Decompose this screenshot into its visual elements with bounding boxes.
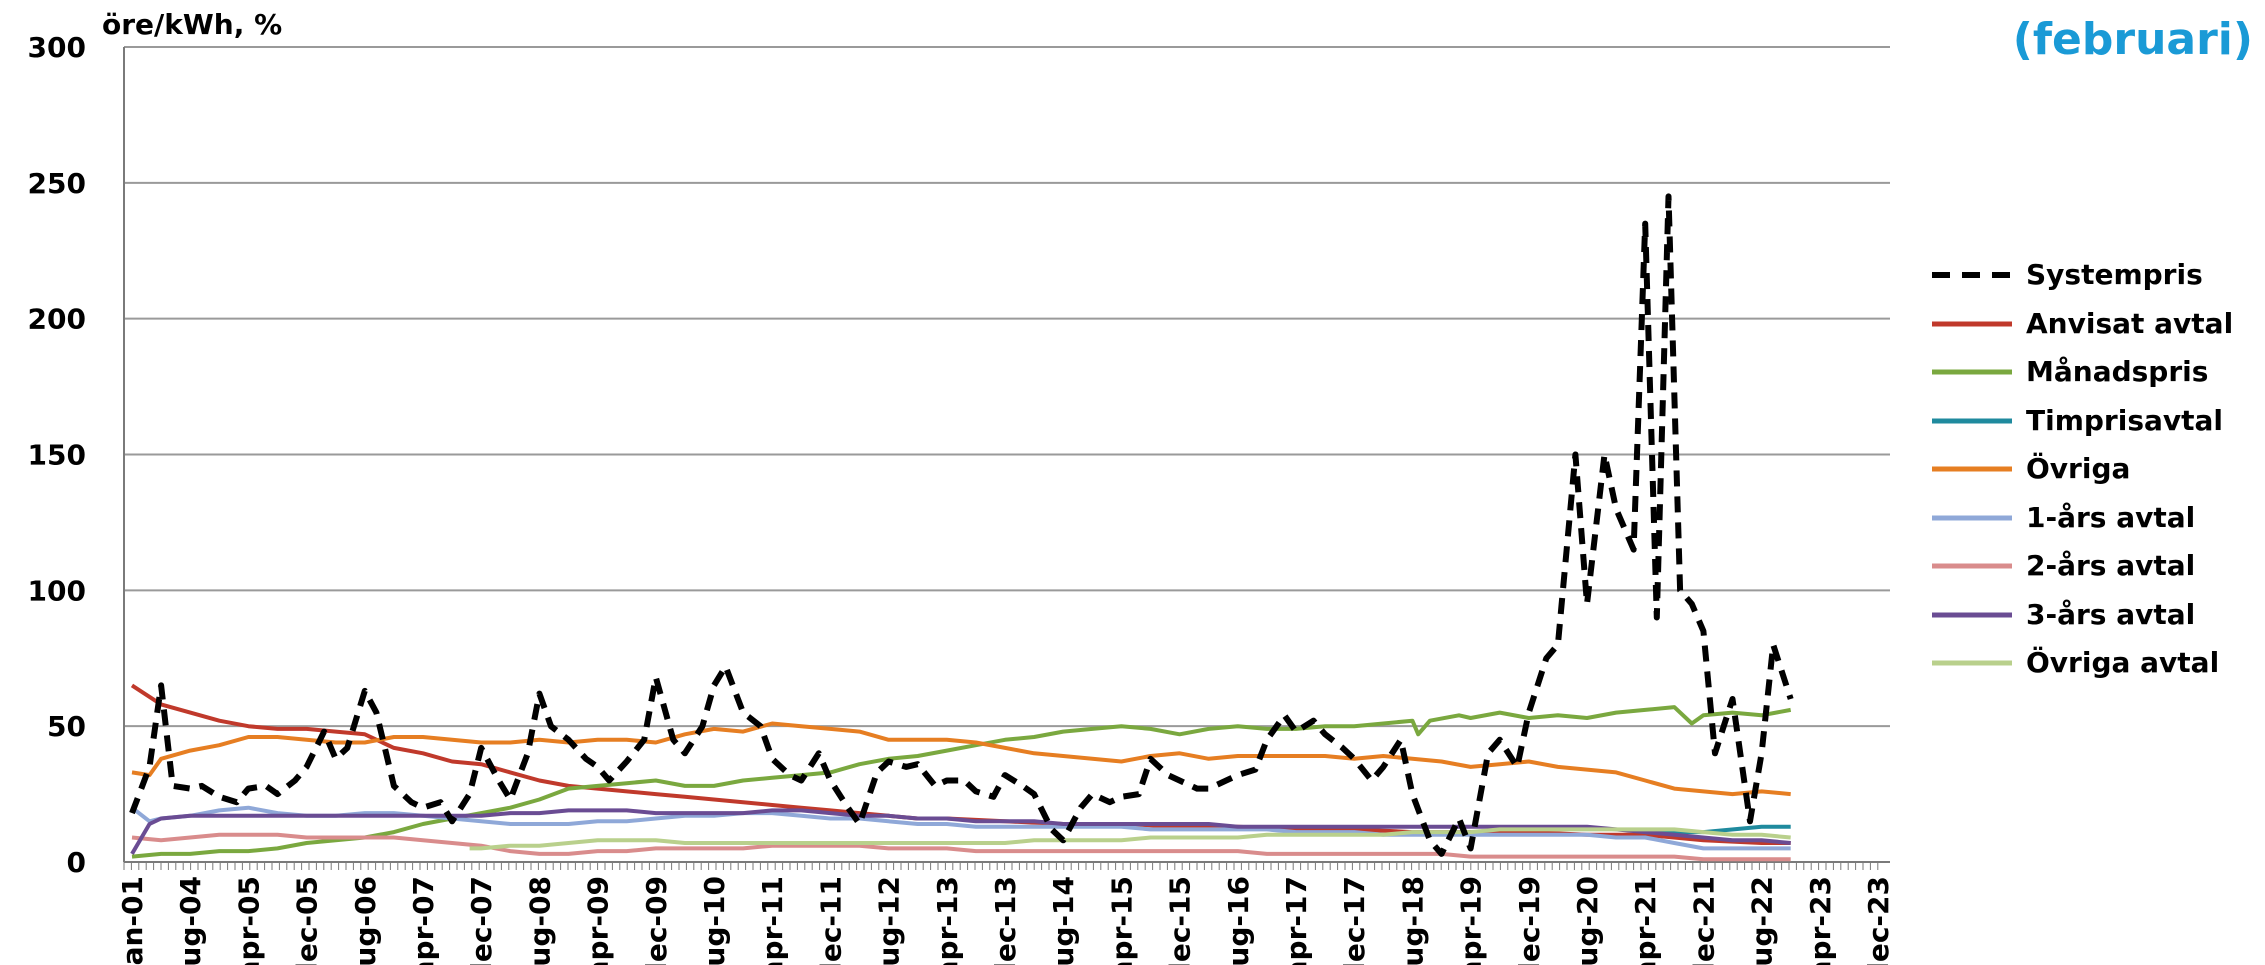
x-tick-label: apr-09 bbox=[582, 876, 615, 965]
x-tick-label: apr-21 bbox=[1629, 876, 1662, 965]
x-tick-label: apr-11 bbox=[756, 876, 789, 965]
legend-label: Systempris bbox=[2026, 258, 2203, 291]
x-tick-label: dec-19 bbox=[1513, 876, 1546, 965]
legend-swatch bbox=[1932, 369, 2012, 375]
legend-swatch bbox=[1932, 466, 2012, 472]
legend-swatch bbox=[1932, 418, 2012, 423]
unit-label: öre/kWh, % bbox=[102, 8, 283, 41]
legend-item: 1-års avtal bbox=[1930, 498, 2260, 538]
x-tick-label: dec-15 bbox=[1164, 876, 1197, 965]
series-line-övriga-avtal bbox=[469, 827, 1791, 851]
legend-label: Övriga avtal bbox=[2026, 646, 2220, 679]
y-tick-label: 50 bbox=[47, 710, 86, 743]
series-line-2-års-avtal bbox=[131, 832, 1791, 862]
y-tick-label: 300 bbox=[28, 31, 86, 64]
series-line-månadspris bbox=[131, 705, 1792, 859]
legend-swatch bbox=[1932, 321, 2012, 326]
x-tick-label: dec-23 bbox=[1862, 876, 1895, 965]
legend-item: Systempris bbox=[1930, 255, 2260, 295]
grid-lines bbox=[124, 46, 1890, 728]
x-tick-label: dec-09 bbox=[640, 876, 673, 965]
x-tick-label: dec-17 bbox=[1338, 876, 1371, 965]
legend-label: Månadspris bbox=[2026, 355, 2209, 388]
x-tick-label: dec-21 bbox=[1687, 876, 1720, 965]
x-tick-label: aug-18 bbox=[1396, 876, 1429, 965]
y-tick-label: 250 bbox=[28, 167, 86, 200]
y-tick-label: 100 bbox=[28, 574, 86, 607]
legend-label: 3-års avtal bbox=[2026, 597, 2196, 631]
legend-swatch bbox=[1932, 272, 2012, 278]
y-tick-label: 150 bbox=[28, 439, 86, 472]
x-tick-label: apr-07 bbox=[407, 876, 440, 965]
x-tick-label: jan-01 bbox=[116, 876, 149, 965]
legend-swatch bbox=[1932, 515, 2012, 520]
x-tick-label: aug-20 bbox=[1571, 876, 1604, 965]
series-line-1-års-avtal bbox=[130, 805, 1791, 851]
legend-item: Övriga bbox=[1930, 449, 2260, 489]
x-tick-label: apr-23 bbox=[1804, 876, 1837, 965]
x-tick-label: apr-13 bbox=[931, 876, 964, 965]
x-tick-label: dec-07 bbox=[465, 876, 498, 965]
y-tick-label: 0 bbox=[67, 846, 86, 879]
series-line-3-års-avtal bbox=[130, 808, 1791, 855]
legend-swatch bbox=[1932, 563, 2012, 569]
x-tick-label: dec-11 bbox=[814, 876, 847, 965]
x-tick-label: apr-15 bbox=[1105, 876, 1138, 965]
legend-swatch bbox=[1932, 612, 2012, 617]
legend-item: 2-års avtal bbox=[1930, 546, 2260, 586]
x-tick-label: dec-13 bbox=[989, 876, 1022, 965]
legend-swatch bbox=[1932, 660, 2012, 666]
series-lines bbox=[129, 193, 1794, 862]
x-axis-ticks: jan-01 aug-04 apr-05 dec-05 aug-06 apr-07 dec-… bbox=[116, 862, 1895, 965]
x-tick-label: aug-14 bbox=[1047, 876, 1080, 965]
legend-item: Månadspris bbox=[1930, 352, 2260, 392]
axes bbox=[123, 47, 1890, 863]
x-tick-label: aug-08 bbox=[523, 876, 556, 965]
legend-item: Övriga avtal bbox=[1930, 643, 2260, 683]
legend-label: Anvisat avtal bbox=[2026, 306, 2234, 340]
legend-label: 2-års avtal bbox=[2026, 549, 2196, 582]
x-tick-label: aug-10 bbox=[698, 876, 731, 965]
corner-title: (februari) bbox=[2012, 14, 2253, 65]
x-tick-label: dec-05 bbox=[291, 876, 324, 965]
legend-label: Övriga bbox=[2026, 452, 2131, 485]
x-tick-label: aug-04 bbox=[174, 876, 207, 965]
y-tick-label: 200 bbox=[28, 303, 86, 336]
legend-item: 3-års avtal bbox=[1930, 595, 2260, 635]
x-tick-label: apr-05 bbox=[232, 876, 265, 965]
legend-item: Anvisat avtal bbox=[1930, 304, 2260, 344]
legend-item: Timprisavtal bbox=[1930, 401, 2260, 441]
x-tick-label: aug-06 bbox=[349, 876, 382, 965]
x-tick-label: aug-12 bbox=[873, 876, 906, 965]
legend-label: Timprisavtal bbox=[2026, 403, 2224, 437]
x-tick-label: aug-22 bbox=[1746, 876, 1779, 965]
legend-label: 1-års avtal bbox=[2026, 500, 2196, 534]
x-tick-label: apr-19 bbox=[1455, 876, 1488, 965]
series-line-systempris bbox=[129, 193, 1794, 857]
x-tick-label: aug-16 bbox=[1222, 876, 1255, 965]
y-axis-ticks: 0 50 100 150 200 250 300 bbox=[28, 31, 86, 879]
x-tick-label: apr-17 bbox=[1280, 876, 1313, 965]
series-line-timprisavtal bbox=[1645, 824, 1791, 835]
